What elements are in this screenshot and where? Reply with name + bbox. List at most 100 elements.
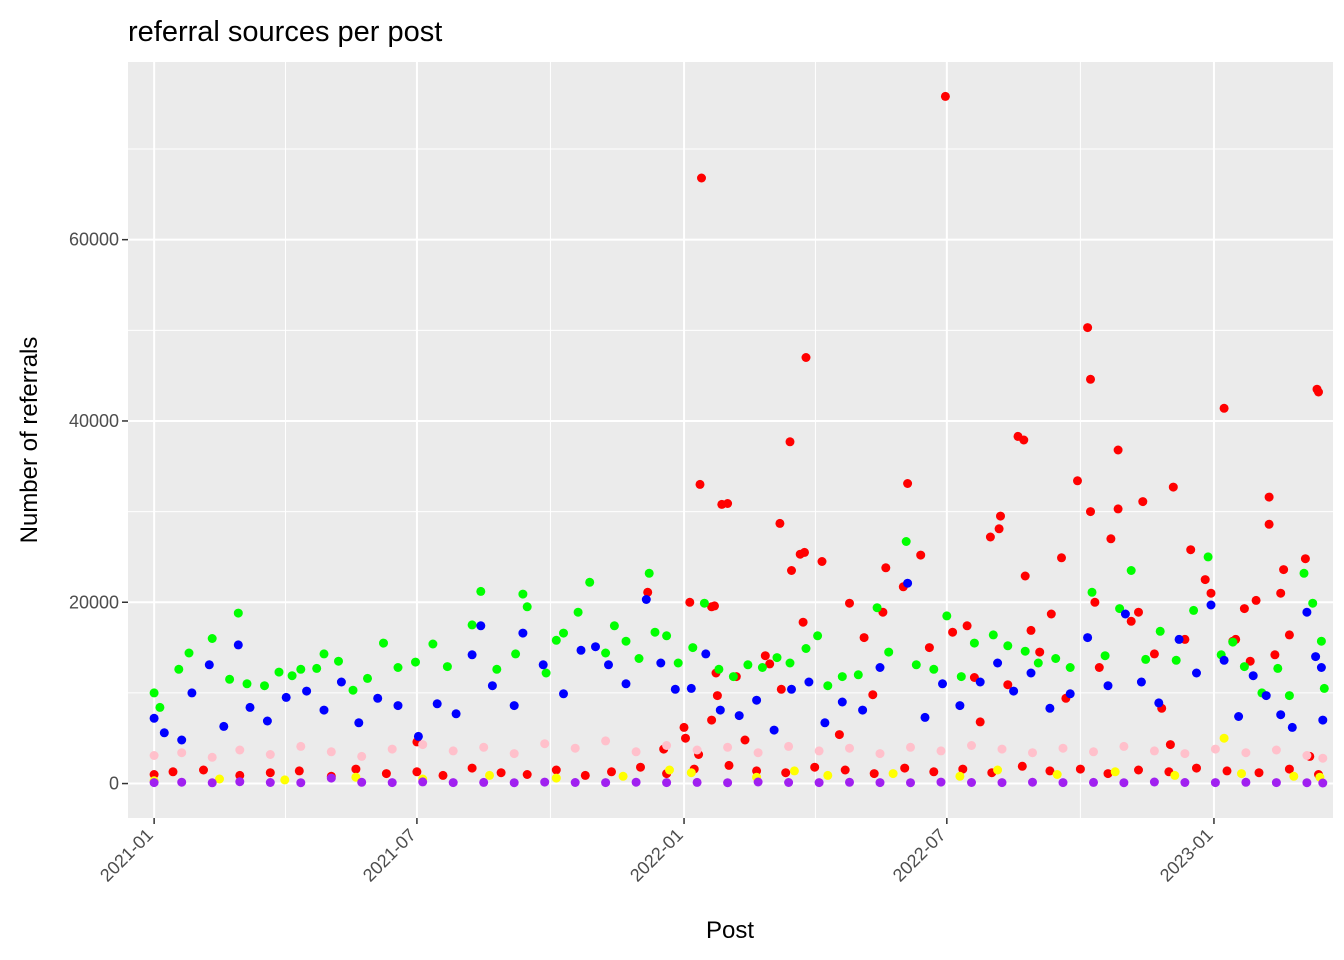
data-point	[448, 746, 458, 756]
data-point	[752, 766, 762, 776]
data-point	[775, 518, 785, 528]
data-point	[798, 617, 808, 627]
data-point	[207, 752, 217, 762]
data-point	[662, 741, 672, 750]
data-point	[570, 778, 580, 787]
data-point	[509, 701, 519, 711]
data-point	[199, 765, 208, 775]
data-point	[1017, 761, 1027, 771]
data-point	[485, 770, 494, 780]
data-point	[662, 631, 672, 641]
data-point	[1270, 650, 1280, 660]
data-point	[631, 777, 641, 787]
data-point	[187, 688, 197, 698]
data-point	[685, 597, 695, 607]
data-point	[476, 586, 486, 596]
data-point	[336, 677, 346, 687]
data-point	[235, 777, 245, 787]
data-point	[607, 767, 616, 777]
data-point	[1200, 575, 1210, 585]
data-point	[1149, 649, 1159, 659]
data-point	[906, 778, 915, 788]
data-point	[757, 663, 767, 672]
data-point	[787, 566, 796, 575]
data-point	[1051, 654, 1061, 663]
data-point	[916, 550, 926, 560]
data-point	[955, 701, 965, 711]
data-point	[634, 654, 644, 663]
data-point	[1318, 778, 1328, 788]
data-point	[265, 778, 275, 787]
data-point	[955, 771, 965, 781]
data-point	[1210, 778, 1220, 788]
data-point	[641, 595, 651, 604]
data-point	[734, 711, 744, 721]
data-point	[679, 722, 689, 732]
data-point	[591, 642, 600, 652]
series-3	[149, 736, 1328, 763]
data-point	[920, 712, 930, 722]
data-point	[467, 620, 477, 630]
data-points	[149, 91, 1329, 788]
data-point	[988, 630, 998, 640]
data-point	[875, 778, 885, 788]
data-point	[149, 770, 159, 779]
data-point	[958, 764, 968, 774]
data-point	[540, 739, 550, 749]
data-point	[492, 664, 502, 674]
data-point	[781, 768, 791, 778]
data-point	[688, 643, 698, 653]
data-point	[929, 767, 939, 777]
data-point	[785, 658, 795, 668]
data-point	[1110, 767, 1120, 777]
data-point	[997, 744, 1007, 754]
data-point	[1003, 680, 1013, 690]
data-point	[215, 774, 224, 784]
data-point	[418, 740, 428, 750]
data-point	[287, 671, 297, 681]
data-point	[924, 643, 934, 653]
data-point	[1284, 691, 1294, 701]
data-point	[149, 751, 159, 760]
data-point	[354, 718, 364, 728]
data-point	[1314, 387, 1323, 397]
data-point	[834, 730, 844, 740]
data-point	[379, 638, 388, 648]
data-point	[936, 746, 946, 756]
data-point	[784, 778, 794, 787]
data-point	[1035, 647, 1045, 657]
data-point	[280, 775, 290, 785]
data-point	[686, 768, 696, 778]
data-point	[723, 742, 733, 752]
data-point	[312, 663, 322, 673]
data-point	[1168, 482, 1178, 492]
data-point	[710, 601, 719, 611]
data-point	[853, 670, 863, 680]
data-point	[903, 578, 913, 588]
data-point	[149, 778, 159, 788]
data-point	[1276, 588, 1286, 598]
data-point	[580, 770, 590, 780]
data-point	[168, 767, 178, 777]
data-point	[326, 747, 336, 757]
data-point	[686, 683, 696, 693]
data-point	[817, 557, 827, 566]
data-point	[662, 778, 672, 788]
data-point	[1134, 765, 1143, 775]
data-point	[906, 742, 915, 752]
data-point	[262, 716, 272, 726]
data-point	[994, 524, 1004, 534]
data-point	[1316, 663, 1326, 672]
x-tick-label: 2023-01	[1156, 825, 1217, 886]
data-point	[1115, 604, 1125, 614]
y-tick-label: 20000	[69, 592, 119, 612]
data-point	[1264, 492, 1274, 502]
data-point	[1103, 681, 1113, 691]
data-point	[884, 647, 894, 657]
data-point	[1241, 777, 1251, 787]
data-point	[1170, 770, 1180, 780]
data-point	[225, 674, 235, 684]
data-point	[1089, 747, 1098, 757]
data-point	[707, 715, 717, 725]
data-point	[1261, 691, 1271, 701]
